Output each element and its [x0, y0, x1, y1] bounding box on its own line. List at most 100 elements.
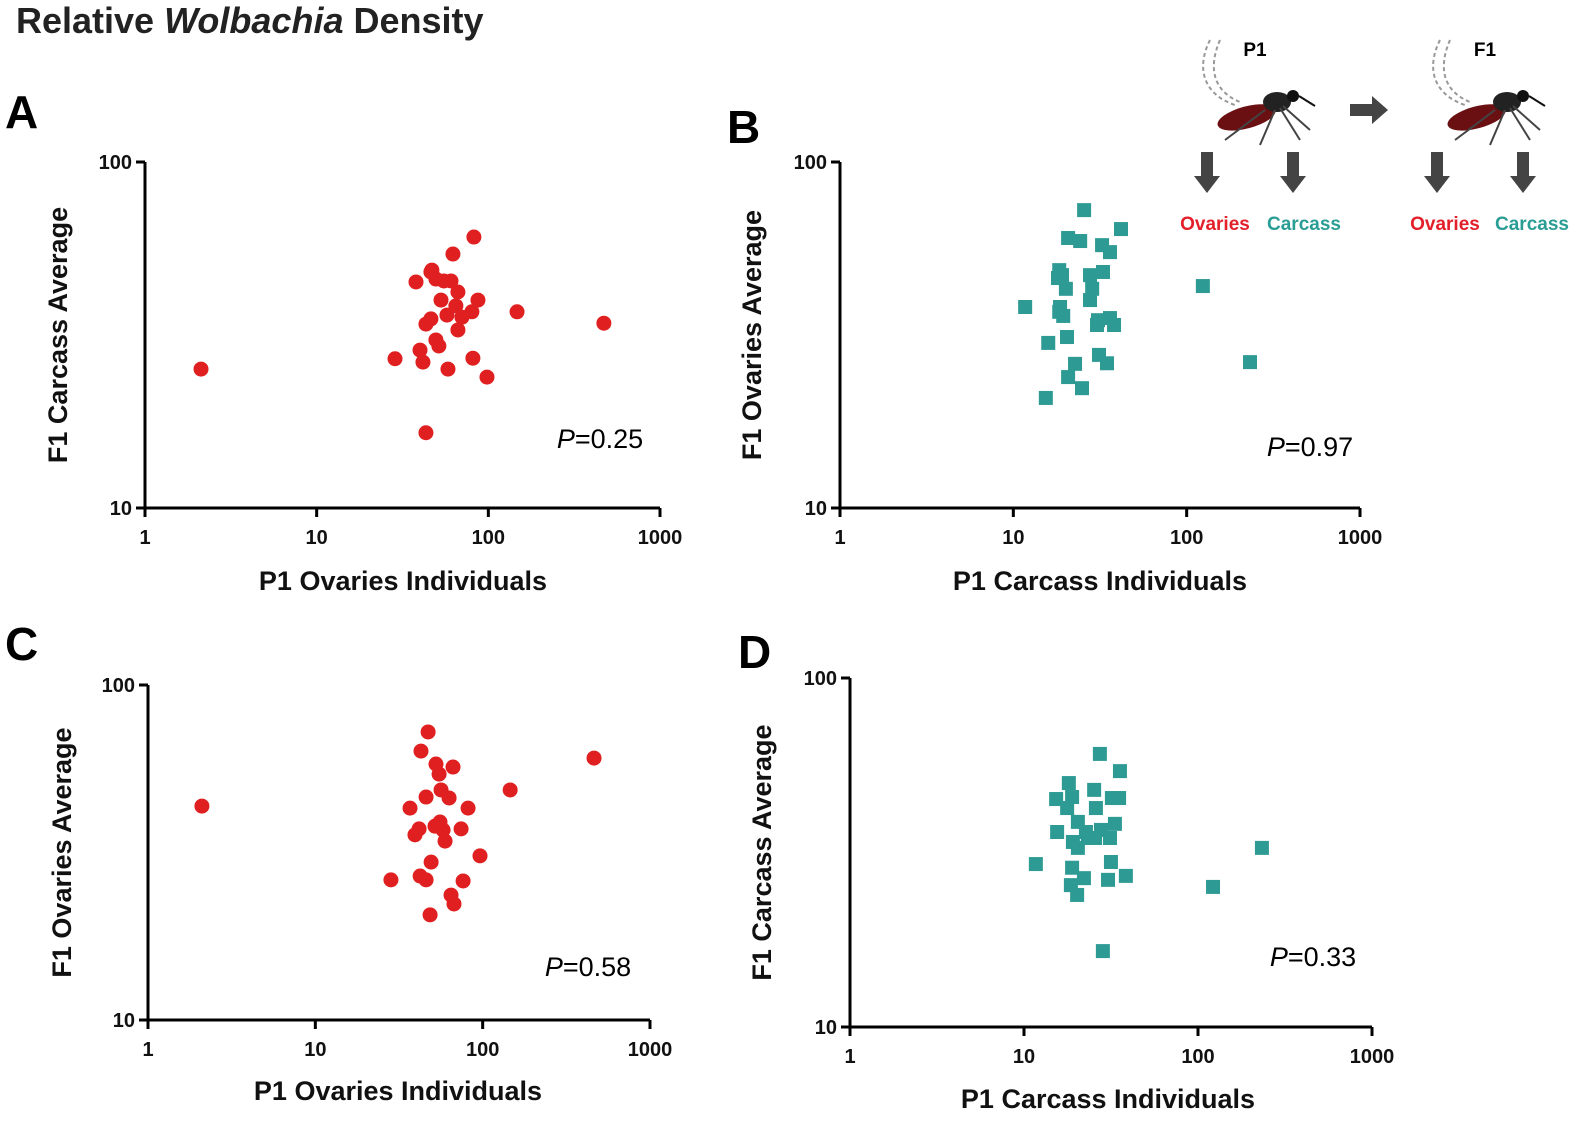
data-point: [455, 873, 471, 889]
data-point: [418, 789, 434, 805]
data-point: [464, 304, 480, 320]
data-point: [424, 262, 440, 278]
data-point: [415, 354, 431, 370]
x-tick-label: 100: [466, 1039, 499, 1061]
p-value: =0.25: [575, 424, 643, 454]
data-point: [1092, 746, 1107, 761]
data-point: [446, 896, 462, 912]
data-point: [445, 246, 461, 262]
x-tick-label: 1000: [1350, 1046, 1395, 1068]
title-word: Density: [353, 0, 483, 41]
data-point: [1049, 792, 1064, 807]
data-point: [1058, 281, 1073, 296]
y-axis-label: F1 Ovaries Average: [737, 210, 767, 460]
data-point: [1061, 776, 1076, 791]
x-axis-label: P1 Ovaries Individuals: [254, 1076, 542, 1106]
generation-label: F1: [1474, 40, 1497, 61]
y-tick-label: 100: [794, 152, 827, 174]
x-tick-label: 100: [1170, 527, 1203, 549]
data-point: [433, 292, 449, 308]
data-point: [1041, 335, 1056, 350]
data-point: [443, 273, 459, 289]
p-symbol: P: [557, 424, 575, 454]
x-tick-label: 100: [472, 527, 505, 549]
data-point: [1102, 830, 1117, 845]
data-point: [460, 800, 476, 816]
p-value-annotation: P=0.58: [545, 952, 631, 982]
data-point: [441, 790, 457, 806]
data-point: [445, 759, 461, 775]
y-tick-label: 100: [99, 152, 132, 174]
data-point: [1061, 231, 1076, 246]
generation-label: P1: [1243, 40, 1267, 61]
data-point: [418, 316, 434, 332]
x-tick-label: 1: [844, 1046, 855, 1068]
data-point: [432, 814, 448, 830]
x-axis-label: P1 Carcass Individuals: [953, 566, 1247, 596]
x-tick-label: 1000: [628, 1039, 673, 1061]
data-point: [1070, 840, 1085, 855]
data-point: [1076, 871, 1091, 886]
data-point: [1083, 268, 1098, 283]
scatter-panel: 1 10 100 1000 10 100 C P1 Ovaries Individuals F1…: [5, 618, 672, 1106]
tissue-label: Carcass: [1495, 214, 1569, 235]
data-point: [448, 298, 464, 314]
data-point: [502, 782, 518, 798]
data-point: [1050, 271, 1065, 286]
x-tick-label: 10: [304, 1039, 326, 1061]
data-point: [1060, 801, 1075, 816]
x-axis-label: P1 Ovaries Individuals: [259, 566, 547, 596]
data-point: [1254, 840, 1269, 855]
data-point: [1018, 299, 1033, 314]
mosquito-icon: [1432, 39, 1546, 146]
data-point: [470, 292, 486, 308]
data-point: [383, 872, 399, 888]
data-point: [439, 307, 455, 323]
p-value: =0.97: [1285, 432, 1353, 462]
data-point: [1061, 370, 1076, 385]
panel-label: B: [727, 101, 760, 153]
y-tick-label: 100: [804, 668, 837, 690]
data-point: [418, 425, 434, 441]
data-point: [1075, 381, 1090, 396]
data-point: [509, 304, 525, 320]
x-tick-label: 1: [142, 1039, 153, 1061]
data-point: [423, 854, 439, 870]
data-point: [422, 907, 438, 923]
title-word: Relative: [16, 0, 154, 41]
x-tick-label: 1000: [1338, 527, 1383, 549]
data-point: [1103, 855, 1118, 870]
data-point: [450, 322, 466, 338]
data-point: [1068, 356, 1083, 371]
scatter-panel: 1 10 100 1000 10 100 A P1 Ovaries Individuals F1…: [5, 86, 682, 596]
arrow: [1424, 152, 1450, 193]
p-value: =0.58: [563, 952, 631, 982]
tissue-label: Ovaries: [1180, 214, 1250, 235]
data-point: [1195, 279, 1210, 294]
data-point: [402, 800, 418, 816]
schematic: P1 F1 Ovaries Carcass Ovaries Carcass: [1180, 39, 1569, 235]
y-tick-label: 10: [805, 498, 827, 520]
data-point: [1102, 245, 1117, 260]
p-value-annotation: P=0.25: [557, 424, 643, 454]
mosquito-icon: [1202, 39, 1316, 146]
y-tick-label: 10: [110, 498, 132, 520]
x-tick-label: 1: [834, 527, 845, 549]
y-tick-label: 100: [102, 675, 135, 697]
panel-label: C: [5, 618, 38, 670]
data-point: [1112, 764, 1127, 779]
data-point: [1073, 234, 1088, 249]
arrow: [1510, 152, 1536, 193]
data-point: [453, 821, 469, 837]
x-axis-label: P1 Carcass Individuals: [961, 1084, 1255, 1114]
x-tick-label: 1: [139, 527, 150, 549]
data-point: [466, 229, 482, 245]
x-tick-label: 10: [306, 527, 328, 549]
data-point: [440, 361, 456, 377]
data-point: [1095, 944, 1110, 959]
data-point: [431, 338, 447, 354]
data-point: [479, 369, 495, 385]
data-point: [1243, 355, 1258, 370]
data-point: [1050, 825, 1065, 840]
